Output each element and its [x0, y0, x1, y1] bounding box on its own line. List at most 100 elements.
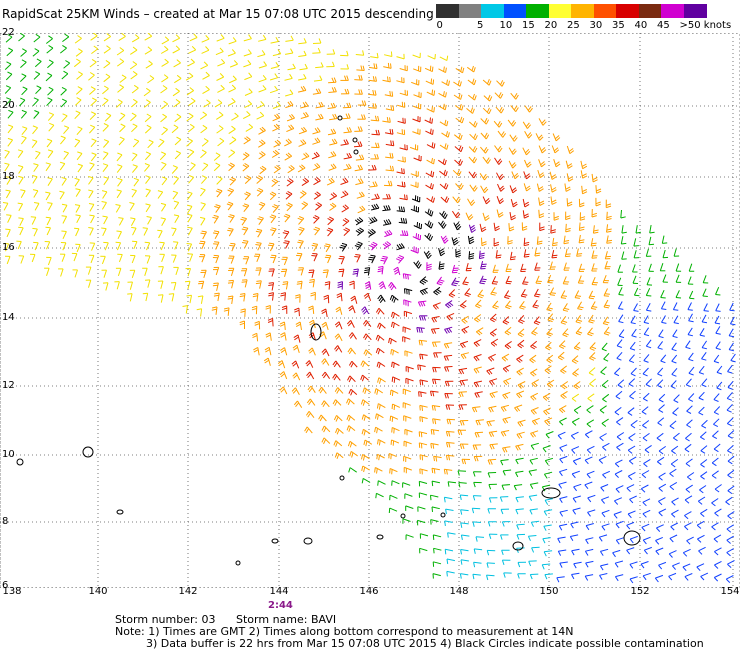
- wind-barb: [564, 183, 571, 192]
- wind-barb: [489, 391, 498, 399]
- wind-barb: [342, 113, 351, 120]
- wind-barb: [503, 290, 511, 299]
- wind-barb: [587, 393, 595, 402]
- wind-barb: [586, 445, 595, 454]
- wind-barb: [727, 485, 735, 495]
- wind-barb: [715, 303, 721, 312]
- wind-barb: [255, 242, 262, 251]
- wind-barb: [588, 314, 595, 324]
- wind-barb: [600, 484, 609, 492]
- wind-barb: [19, 97, 26, 107]
- wind-barb: [447, 532, 456, 538]
- wind-barb: [617, 264, 623, 273]
- wind-barb: [514, 404, 523, 412]
- wind-barb: [672, 407, 679, 416]
- wind-barb: [187, 149, 195, 158]
- wind-barb: [601, 342, 608, 352]
- wind-barb: [285, 89, 294, 97]
- wind-barb: [531, 379, 540, 388]
- wind-barb: [88, 203, 95, 212]
- wind-barb: [528, 560, 537, 567]
- wind-barb: [89, 86, 96, 95]
- wind-barb: [599, 548, 609, 556]
- wind-barb: [424, 208, 434, 217]
- wind-barb: [433, 455, 442, 462]
- wind-barb: [255, 267, 262, 276]
- wind-barb: [513, 484, 523, 491]
- wind-barb: [656, 456, 665, 466]
- wind-barb: [641, 406, 649, 415]
- wind-barb: [444, 548, 454, 555]
- wind-barb: [61, 177, 67, 186]
- wind-barb: [557, 536, 566, 544]
- wind-barb: [287, 165, 295, 174]
- wind-barb: [47, 149, 54, 159]
- wind-barb: [327, 128, 337, 136]
- wind-barb: [645, 378, 652, 388]
- wind-barb: [642, 420, 650, 429]
- wind-barb: [579, 212, 586, 221]
- wind-barb: [145, 175, 151, 184]
- wind-barb: [446, 418, 456, 425]
- wind-barb: [467, 235, 475, 245]
- wind-barb: [725, 496, 733, 506]
- wind-barb: [343, 152, 353, 160]
- wind-barb: [214, 204, 221, 213]
- island-outline: [235, 560, 241, 566]
- wind-barb: [642, 432, 650, 442]
- wind-barb: [346, 414, 356, 422]
- wind-barb: [627, 445, 636, 454]
- wind-barb: [488, 533, 498, 540]
- wind-barb: [496, 172, 505, 181]
- wind-barb: [617, 277, 623, 286]
- wind-barb: [361, 477, 371, 484]
- wind-barb: [187, 226, 193, 236]
- wind-barb: [118, 217, 124, 226]
- wind-barb: [117, 177, 123, 187]
- wind-barb: [375, 492, 384, 499]
- wind-barb: [530, 407, 539, 415]
- wind-barb: [658, 483, 667, 492]
- wind-barb: [280, 268, 288, 277]
- wind-barb: [444, 326, 453, 334]
- wind-barb: [375, 307, 385, 315]
- wind-barb: [670, 458, 679, 468]
- scale-label: 40: [634, 20, 648, 31]
- wind-barb: [306, 371, 315, 380]
- wind-barb: [360, 399, 370, 406]
- wind-barb: [487, 521, 497, 527]
- wind-barb: [363, 333, 372, 341]
- wind-barb: [602, 316, 610, 326]
- wind-barb: [244, 100, 253, 109]
- wind-barb: [131, 188, 137, 198]
- wind-barb: [298, 50, 307, 57]
- wind-barb: [515, 508, 524, 515]
- wind-barb: [171, 165, 178, 174]
- wind-barb: [444, 520, 453, 526]
- wind-barb: [334, 321, 343, 330]
- wind-barb: [241, 268, 248, 277]
- wind-barb: [19, 73, 27, 82]
- wind-barb: [323, 294, 330, 304]
- wind-barb: [489, 328, 497, 337]
- wind-barb: [563, 235, 570, 245]
- wind-barb: [187, 253, 194, 262]
- wind-barb: [45, 35, 53, 44]
- wind-barb: [354, 89, 363, 95]
- wind-barb: [213, 266, 220, 276]
- wind-barb: [88, 189, 94, 199]
- wind-barb: [443, 354, 453, 361]
- wind-barb: [44, 267, 50, 276]
- wind-barb: [127, 293, 133, 302]
- wind-barb: [529, 354, 537, 364]
- wind-barb: [461, 315, 469, 324]
- wind-barb: [258, 74, 267, 83]
- wind-barb: [389, 389, 399, 396]
- wind-barb: [445, 508, 454, 515]
- wind-barb: [603, 299, 611, 309]
- wind-barb: [468, 171, 477, 179]
- island-outline: [440, 512, 446, 518]
- wind-barb: [509, 185, 518, 194]
- wind-barb: [228, 214, 235, 223]
- wind-barb: [362, 320, 372, 327]
